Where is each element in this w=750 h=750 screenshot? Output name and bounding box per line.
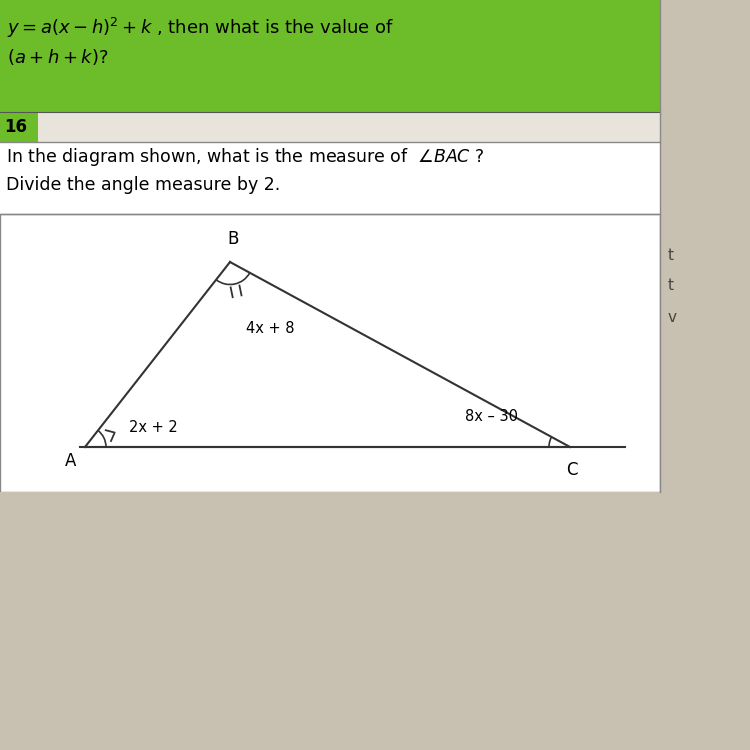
Text: 4x + 8: 4x + 8 bbox=[246, 321, 295, 336]
Text: A: A bbox=[65, 452, 76, 470]
Bar bbox=[660, 0, 750, 492]
Bar bbox=[0, 112, 38, 142]
Text: t: t bbox=[668, 278, 674, 293]
Text: t: t bbox=[668, 248, 674, 263]
Text: 8x – 30: 8x – 30 bbox=[464, 409, 518, 424]
Text: B: B bbox=[227, 230, 238, 248]
Bar bbox=[0, 142, 660, 214]
Bar bbox=[0, 492, 750, 750]
Text: $y = a(x - h)^2 + k$ , then what is the value of: $y = a(x - h)^2 + k$ , then what is the … bbox=[7, 16, 394, 40]
Text: Divide the angle measure by 2.: Divide the angle measure by 2. bbox=[6, 176, 280, 194]
Text: 16: 16 bbox=[4, 118, 27, 136]
Text: v: v bbox=[668, 310, 677, 325]
Bar bbox=[0, 214, 660, 492]
Text: 2x + 2: 2x + 2 bbox=[130, 420, 178, 435]
Bar bbox=[0, 0, 660, 112]
Text: In the diagram shown, what is the measure of  $\angle BAC$ ?: In the diagram shown, what is the measur… bbox=[6, 146, 484, 168]
Bar bbox=[0, 112, 38, 142]
Bar bbox=[0, 112, 660, 142]
Text: $(a + h + k)$?: $(a + h + k)$? bbox=[7, 47, 108, 67]
Text: C: C bbox=[566, 461, 578, 479]
